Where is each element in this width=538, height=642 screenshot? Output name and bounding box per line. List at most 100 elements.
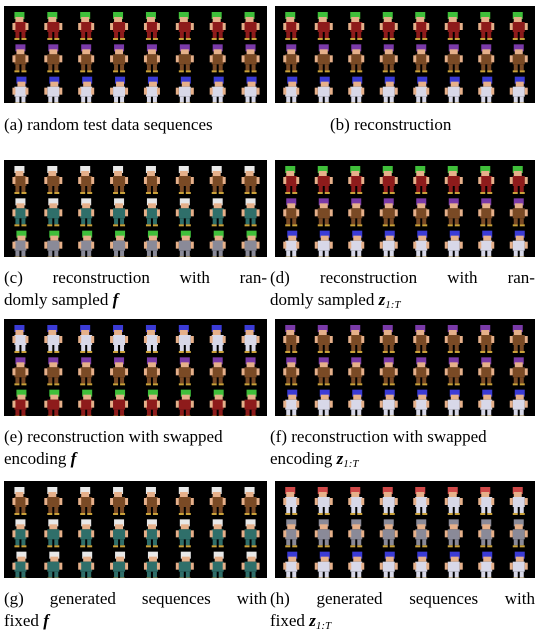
- sprite: [209, 198, 226, 227]
- sprite: [413, 389, 430, 416]
- panel-f-image: [275, 319, 535, 416]
- sprite-grid-g: [12, 487, 260, 578]
- caption-h-line1: (h) generated sequences with: [270, 589, 535, 608]
- sprite: [12, 389, 29, 416]
- sprite: [314, 198, 333, 227]
- sprite: [444, 551, 463, 578]
- sprite: [478, 12, 495, 40]
- caption-d-line1: (d) reconstruction with ran-: [270, 268, 535, 287]
- sprite: [379, 198, 398, 227]
- sprite: [78, 357, 95, 386]
- sprite: [175, 12, 194, 40]
- sprite: [209, 519, 226, 548]
- sprite: [209, 12, 226, 40]
- caption-e-line2: encoding f: [4, 449, 77, 468]
- sprite: [444, 12, 463, 40]
- sprite: [348, 487, 365, 515]
- sprite-grid-d: [283, 166, 528, 257]
- sprite: [209, 357, 226, 386]
- sprite: [44, 44, 63, 73]
- panel-a-image: [4, 6, 267, 103]
- sprite: [110, 519, 129, 548]
- sprite: [143, 198, 160, 227]
- sprite: [283, 487, 300, 515]
- sprite: [209, 487, 226, 515]
- sprite: [413, 357, 430, 386]
- sprite: [241, 230, 260, 257]
- sprite: [175, 325, 194, 353]
- sprite: [143, 357, 160, 386]
- sprite: [12, 487, 29, 515]
- sprite: [78, 12, 95, 40]
- sprite: [78, 389, 95, 416]
- sprite: [209, 551, 226, 578]
- sprite: [509, 551, 528, 578]
- sprite: [283, 325, 300, 353]
- sprite: [143, 230, 160, 257]
- caption-d: (d) reconstruction with ran- domly sampl…: [270, 267, 535, 311]
- sprite: [509, 487, 528, 515]
- sprite: [44, 551, 63, 578]
- sprite: [241, 389, 260, 416]
- sprite: [348, 230, 365, 257]
- sprite: [314, 166, 333, 194]
- sprite: [314, 357, 333, 386]
- sprite: [78, 198, 95, 227]
- sprite: [509, 325, 528, 353]
- sprite: [241, 76, 260, 103]
- sprite: [110, 487, 129, 515]
- sprite: [413, 44, 430, 73]
- sprite: [348, 44, 365, 73]
- sprite: [413, 519, 430, 548]
- sprite: [444, 389, 463, 416]
- sprite: [110, 166, 129, 194]
- panel-c-image: [4, 160, 267, 257]
- sprite: [241, 487, 260, 515]
- caption-d-line2: domly sampled z1:T: [270, 290, 401, 311]
- sprite: [241, 325, 260, 353]
- sprite-grid-f: [283, 325, 528, 416]
- caption-h-line2: fixed z1:T: [270, 611, 332, 632]
- sprite: [44, 166, 63, 194]
- sprite: [44, 487, 63, 515]
- sprite: [348, 12, 365, 40]
- sprite: [143, 519, 160, 548]
- sprite: [241, 357, 260, 386]
- sprite: [283, 519, 300, 548]
- sprite: [478, 519, 495, 548]
- sprite: [175, 551, 194, 578]
- sprite: [478, 487, 495, 515]
- sprite: [12, 44, 29, 73]
- sprite: [44, 519, 63, 548]
- sprite: [143, 325, 160, 353]
- caption-f-line2: encoding z1:T: [270, 449, 359, 470]
- sprite: [209, 166, 226, 194]
- sprite: [509, 357, 528, 386]
- caption-e-line1: (e) reconstruction with swapped: [4, 427, 223, 446]
- sprite: [78, 230, 95, 257]
- sprite: [478, 76, 495, 103]
- sprite: [44, 357, 63, 386]
- sprite: [509, 166, 528, 194]
- sprite: [379, 166, 398, 194]
- caption-f-line1: (f) reconstruction with swapped: [270, 427, 487, 446]
- sprite: [175, 198, 194, 227]
- sprite: [314, 76, 333, 103]
- sprite: [175, 389, 194, 416]
- caption-h: (h) generated sequences with fixed z1:T: [270, 588, 535, 632]
- sprite: [379, 76, 398, 103]
- sprite: [478, 551, 495, 578]
- sprite: [283, 44, 300, 73]
- sprite: [509, 389, 528, 416]
- sprite: [478, 198, 495, 227]
- sprite: [175, 487, 194, 515]
- sprite-grid-a: [12, 12, 260, 103]
- panel-e-image: [4, 319, 267, 416]
- sprite: [379, 357, 398, 386]
- sprite: [444, 44, 463, 73]
- sprite: [444, 76, 463, 103]
- sprite: [314, 325, 333, 353]
- sprite: [478, 389, 495, 416]
- sprite: [110, 389, 129, 416]
- sprite: [314, 487, 333, 515]
